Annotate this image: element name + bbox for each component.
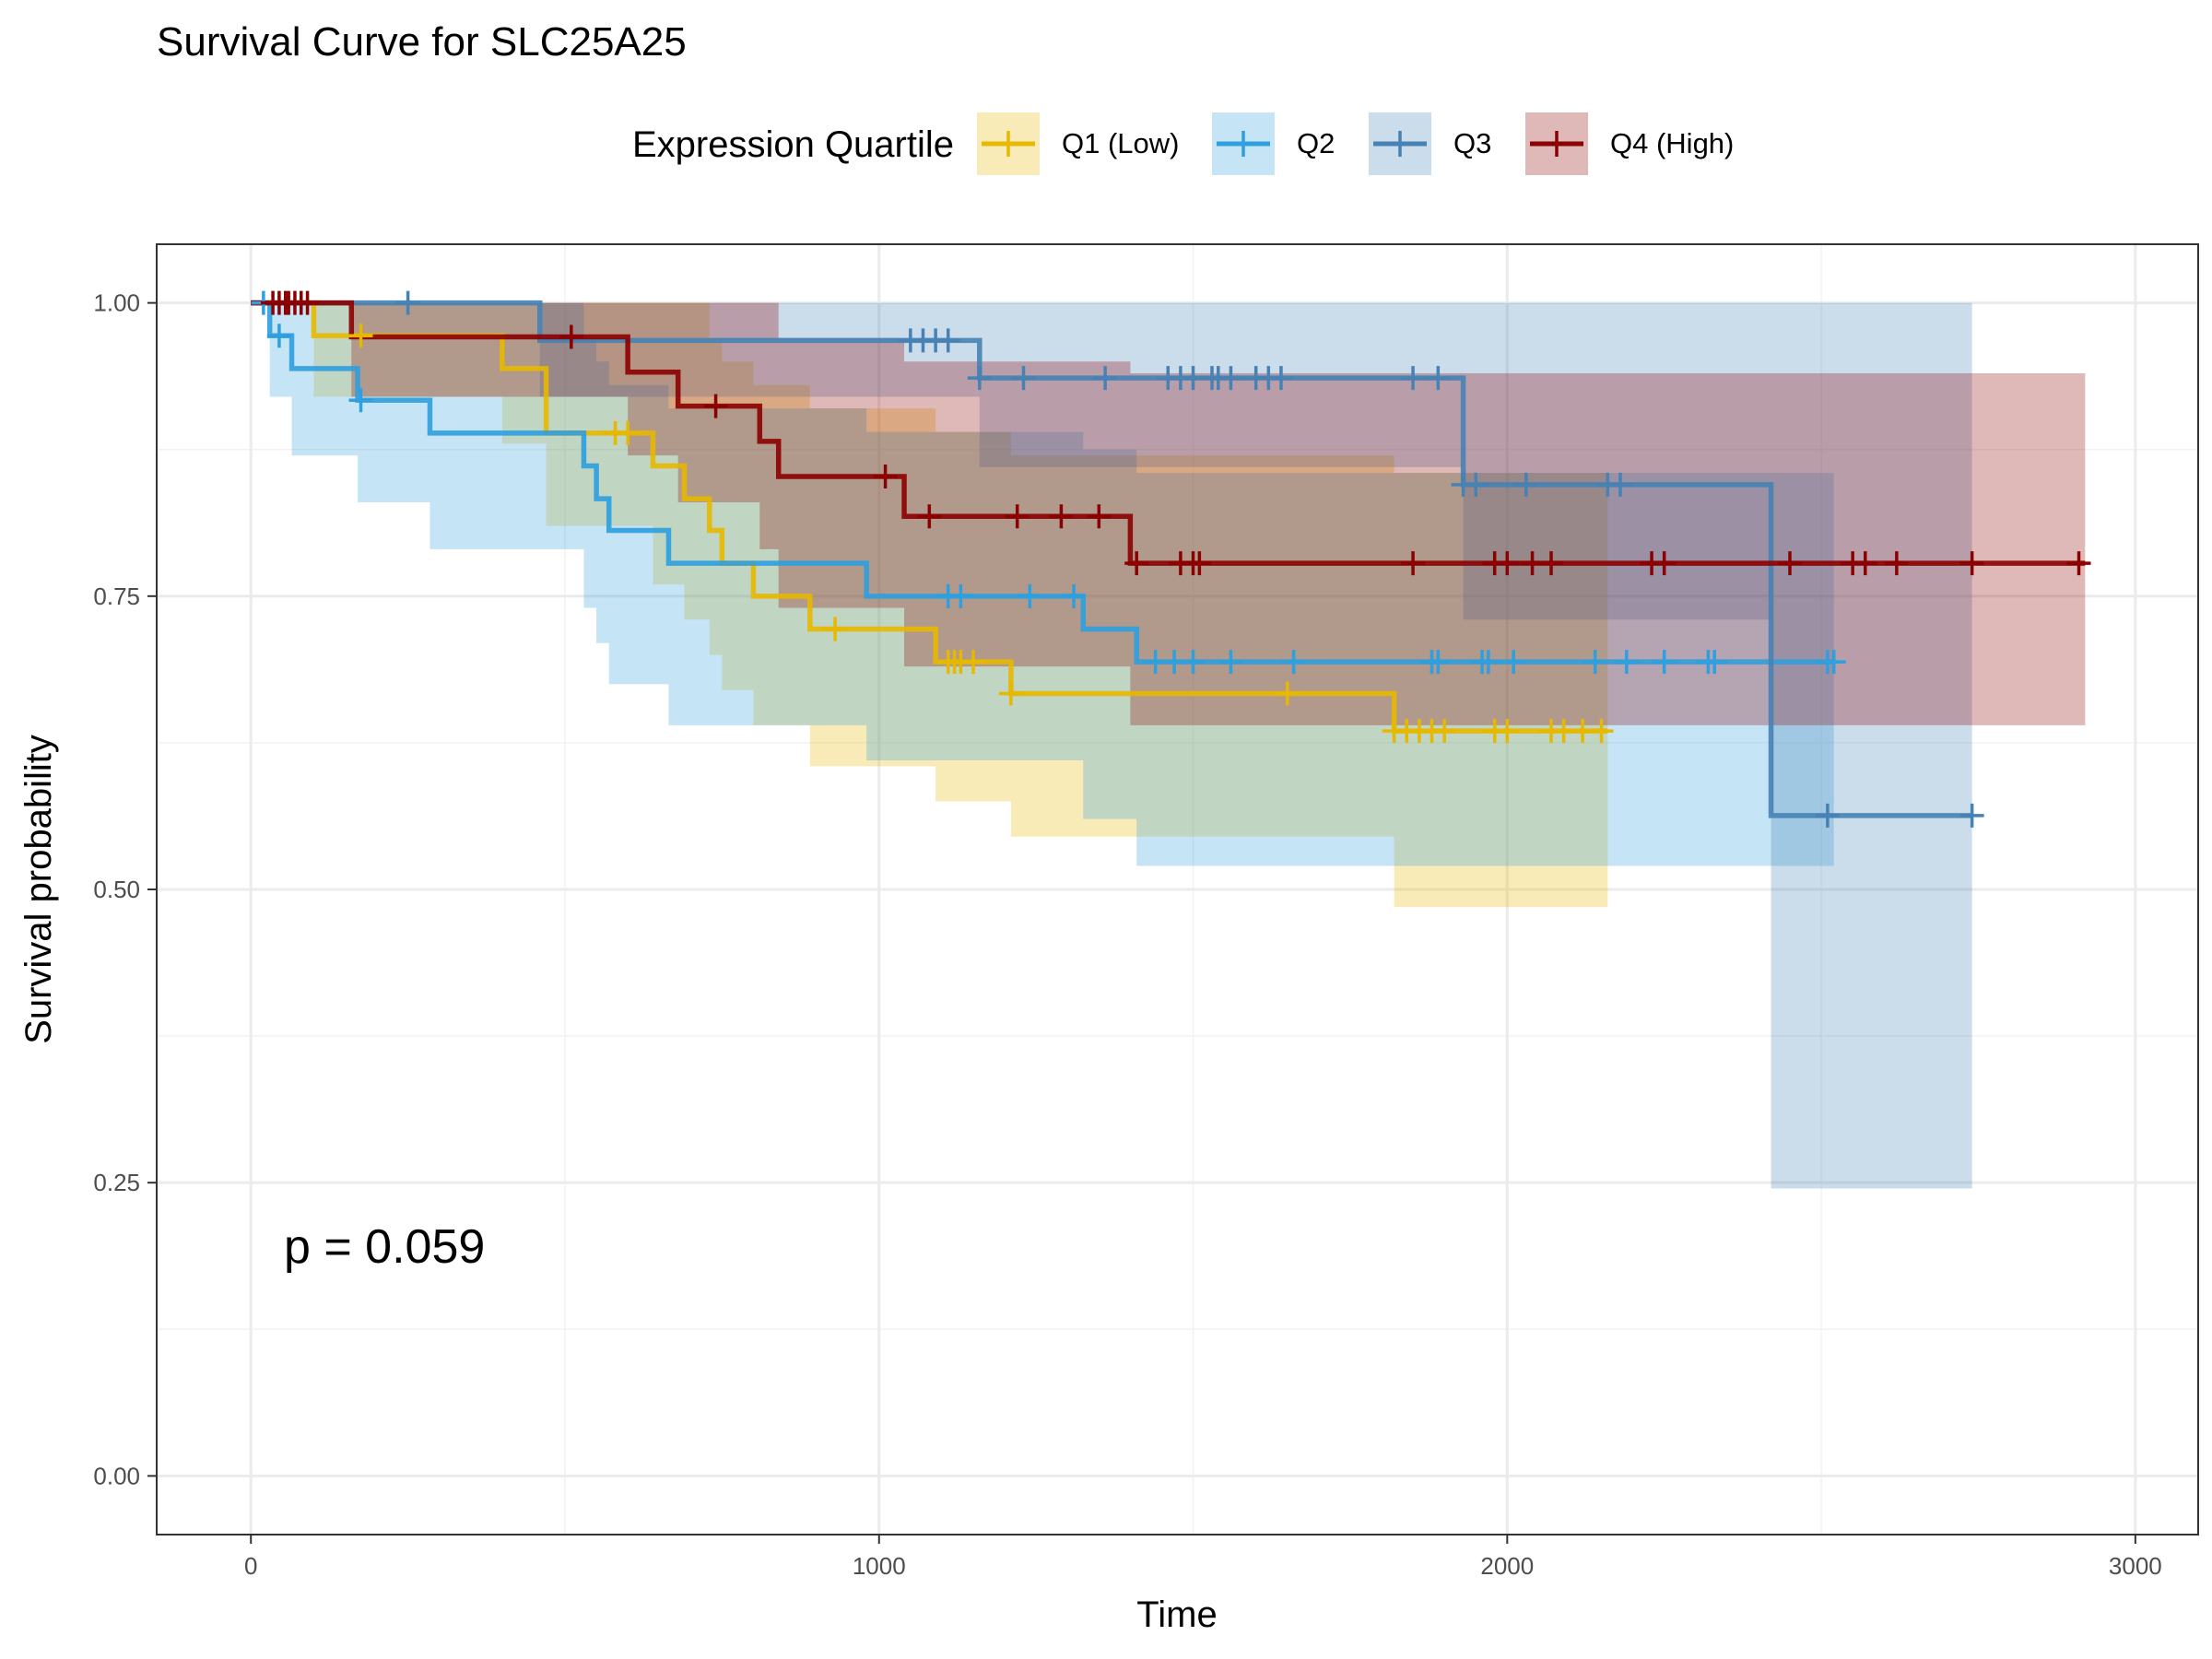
censor-mark-q4-high [703,394,728,418]
axes: 0 1000 2000 3000 0.00 0.25 0.50 0.75 1.00 [93,289,2161,1580]
legend-label: Q3 [1453,127,1491,159]
censor-mark-q3 [1401,366,1426,391]
censor-mark-q1-low [961,650,985,675]
censor-mark-q2 [1218,650,1243,675]
legend-label: Q2 [1297,127,1335,159]
censor-mark-q2 [1181,650,1206,675]
x-tick-label: 2000 [1480,1552,1534,1580]
chart-title: Survival Curve for SLC25A25 [157,19,687,65]
censor-mark-q2 [1281,650,1306,675]
censor-mark-q4-high [2066,551,2091,576]
censor-mark-q2 [1476,650,1500,675]
censor-mark-q2 [1018,583,1042,608]
confidence-band-q3 [251,302,1972,1189]
censor-mark-q1-low [1495,719,1520,744]
censor-mark-q2 [1501,650,1526,675]
censor-mark-q3 [1268,366,1293,391]
censor-marks [251,290,2091,828]
censor-mark-q4-high [1049,504,1074,529]
censor-mark-q4-high [1652,551,1677,576]
censor-mark-q1-low [1432,719,1457,744]
censor-mark-q3 [1426,366,1451,391]
legend-item-q3: Q3 [1369,112,1491,175]
censor-mark-q4-high [295,290,320,315]
y-tick-label: 0.25 [93,1169,140,1196]
censor-mark-q4-high [1187,551,1212,576]
legend-title: Expression Quartile [632,124,954,165]
censor-mark-q3 [1093,366,1118,391]
censor-mark-q4-high [917,504,942,529]
censor-mark-q2 [948,583,973,608]
x-axis-label: Time [1136,1594,1217,1635]
censor-mark-q3 [395,290,420,315]
censor-mark-q4-high [1539,551,1564,576]
censor-mark-q3 [1513,472,1538,497]
censor-mark-q4-high [1884,551,1909,576]
y-tick-label: 0.00 [93,1462,140,1489]
censor-mark-q4-high [1401,551,1426,576]
y-tick-label: 0.75 [93,582,140,610]
x-tick-label: 1000 [853,1552,906,1580]
x-tick-label: 3000 [2109,1552,2162,1580]
y-axis-label: Survival probability [18,735,59,1044]
censor-mark-q4-high [559,324,583,349]
censor-mark-q3 [1959,803,1984,828]
legend-item-q1-low: Q1 (Low) [977,112,1179,175]
censor-mark-q4-high [1959,551,1984,576]
censor-mark-q3 [967,366,992,391]
censor-mark-q2 [1426,650,1451,675]
censor-mark-q1-low [1589,719,1614,744]
censor-mark-q3 [1218,366,1243,391]
censor-mark-q2 [1702,650,1727,675]
survival-line-q2 [251,300,1834,665]
censor-mark-q4-high [1124,551,1149,576]
censor-mark-q2 [266,324,291,348]
p-value-annotation: p = 0.059 [284,1220,485,1274]
x-tick-label: 0 [244,1552,257,1580]
censor-mark-q4-high [1495,551,1520,576]
censor-mark-q3 [935,328,960,353]
y-tick-label: 1.00 [93,289,140,317]
censor-mark-q4-high [1778,551,1802,576]
censor-mark-q2 [1062,583,1087,608]
y-tick-label: 0.50 [93,876,140,903]
censor-mark-q4-high [1087,504,1112,529]
censor-mark-q1-low [998,681,1023,706]
censor-mark-q2 [1821,650,1846,675]
legend-item-q2: Q2 [1212,112,1335,175]
survival-line-q1-low [251,300,1608,734]
legend-label: Q4 (High) [1610,127,1734,159]
censor-mark-q4-high [1005,504,1030,529]
censor-mark-q2 [348,388,373,413]
plot-area: p = 0.059 [156,243,2199,1535]
censor-mark-q2 [1614,650,1639,675]
censor-mark-q3 [1464,472,1488,497]
censor-mark-q2 [1652,650,1677,675]
censor-mark-q4-high [1853,551,1877,576]
confidence-band-q1-low [251,302,1608,908]
confidence-band-q2 [251,302,1834,866]
legend-label: Q1 (Low) [1062,127,1179,159]
censor-mark-q1-low [1275,681,1300,706]
legend-item-q4-high: Q4 (High) [1525,112,1734,175]
censor-mark-q4-high [873,465,898,488]
censor-mark-q1-low [348,324,373,348]
censor-mark-q3 [1011,366,1036,391]
censor-mark-q3 [1607,472,1632,497]
censor-mark-q1-low [823,617,848,641]
censor-mark-q1-low [616,420,641,445]
censor-mark-q3 [1815,803,1840,828]
legend: Expression Quartile Q1 (Low) Q2 Q3 Q4 (High… [632,112,1734,175]
censor-mark-q2 [1583,650,1607,675]
